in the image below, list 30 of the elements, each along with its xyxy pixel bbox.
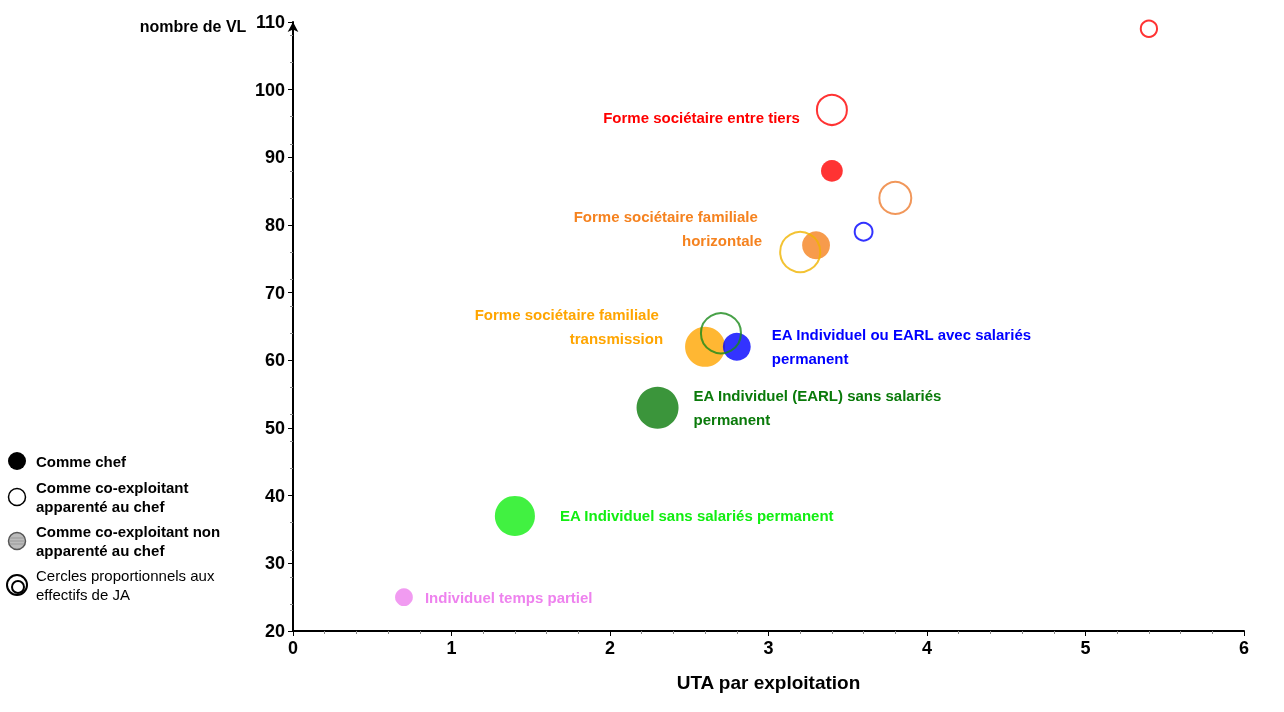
y-tick-label: 80 xyxy=(264,215,285,235)
y-tick-label: 50 xyxy=(264,418,285,438)
y-tick-label: 110 xyxy=(255,12,285,32)
y-tick-label: 100 xyxy=(254,79,285,100)
annotation: Forme sociétaire entre tiers xyxy=(603,109,800,127)
text: Comme co-exploitant non apparenté au chef xyxy=(36,522,222,560)
x-tick-label: 1 xyxy=(446,638,457,658)
annotation: Forme sociétaire familiale horizontale xyxy=(573,207,763,249)
text: Comme chef xyxy=(36,451,127,471)
x-tick-label: 6 xyxy=(1238,638,1250,658)
x-tick-label: 4 xyxy=(921,638,933,658)
y-tick-label: 20 xyxy=(264,621,285,641)
x-tick-label: 5 xyxy=(1080,638,1091,658)
y-tick-label: 70 xyxy=(264,282,285,303)
x-tick-label: 3 xyxy=(763,638,774,658)
annotation: EA Individuel sans salariés permanent xyxy=(559,507,834,525)
annotation: EA Individuel ou EARL avec salariés permanent xyxy=(771,326,1036,368)
y-tick-label: 90 xyxy=(264,147,285,168)
y-tick-label: 60 xyxy=(264,350,285,371)
y-axis-title: nombre de VL xyxy=(139,17,247,35)
annotation: EA Individuel (EARL) sans salariés permanent xyxy=(693,387,946,429)
y-tick-label: 40 xyxy=(264,485,285,506)
x-axis-title: UTA par exploitation xyxy=(676,672,861,693)
x-tick-label: 2 xyxy=(604,638,616,658)
x-tick-label: 0 xyxy=(287,638,299,658)
text: Cercles proportionnels aux effectifs de JA xyxy=(36,566,216,604)
annotation: Individuel temps partiel xyxy=(424,588,593,606)
annotation: Forme sociétaire familiale transmission xyxy=(474,306,664,348)
text: Comme co-exploitant apparenté au chef xyxy=(36,478,190,516)
y-tick-label: 30 xyxy=(264,553,285,574)
